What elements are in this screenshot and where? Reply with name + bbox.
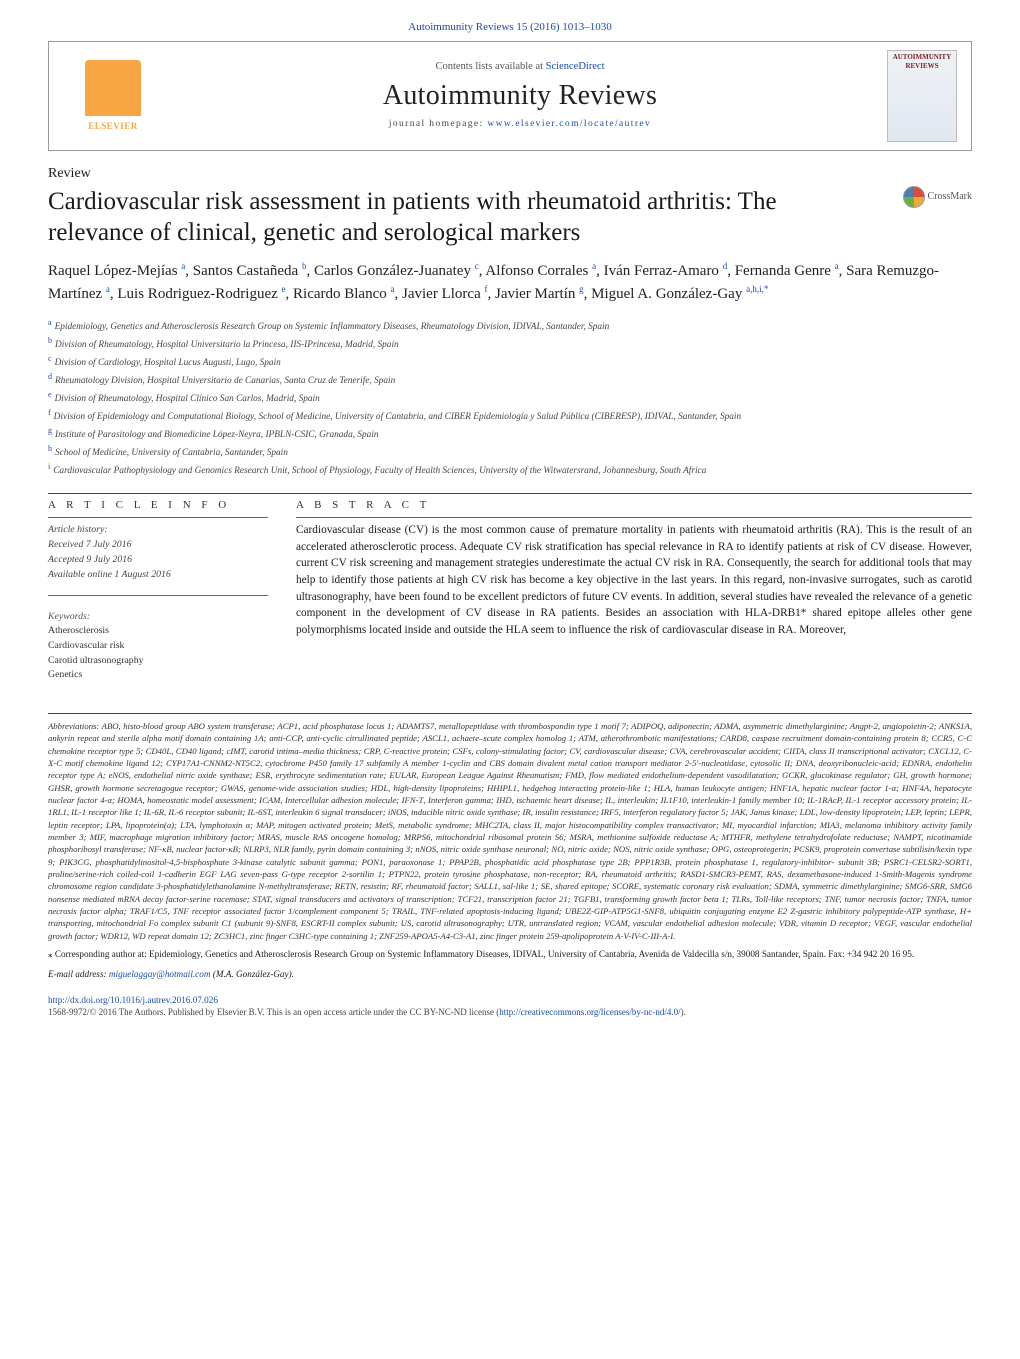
abbreviations-label: Abbreviations: xyxy=(48,721,102,731)
keyword: Cardiovascular risk xyxy=(48,639,268,654)
keywords-label: Keywords: xyxy=(48,610,268,625)
divider xyxy=(48,595,268,596)
divider xyxy=(48,713,972,714)
publisher-logo: ELSEVIER xyxy=(63,60,163,132)
author: Miguel A. González-Gay a,h,i,* xyxy=(591,286,768,302)
affiliation: eDivision of Rheumatology, Hospital Clín… xyxy=(48,389,972,407)
affiliation: cDivision of Cardiology, Hospital Lucus … xyxy=(48,353,972,371)
divider xyxy=(48,493,972,494)
cover-thumb-container: AUTOIMMUNITY REVIEWS xyxy=(877,50,957,142)
email-link[interactable]: miguelaggay@hotmail.com xyxy=(109,969,211,979)
doi-link[interactable]: http://dx.doi.org/10.1016/j.autrev.2016.… xyxy=(48,994,972,1006)
keyword: Atherosclerosis xyxy=(48,624,268,639)
author: Ricardo Blanco a xyxy=(293,286,394,302)
contents-prefix: Contents lists available at xyxy=(435,61,545,72)
email-label: E-mail address: xyxy=(48,969,109,979)
author-affil-sup: a,h,i,* xyxy=(746,284,768,294)
author: Raquel López-Mejías a xyxy=(48,263,185,279)
author: Luis Rodriguez-Rodriguez e xyxy=(117,286,285,302)
author-affil-sup: f xyxy=(484,284,487,294)
affiliation: gInstitute of Parasitology and Biomedici… xyxy=(48,425,972,443)
abstract-column: A B S T R A C T Cardiovascular disease (… xyxy=(296,498,972,683)
article-info-column: A R T I C L E I N F O Article history: R… xyxy=(48,498,268,683)
crossmark-badge[interactable]: CrossMark xyxy=(880,186,972,208)
author: Santos Castañeda b xyxy=(193,263,307,279)
author-affil-sup: g xyxy=(579,284,584,294)
history-label: Article history: xyxy=(48,522,268,537)
affiliation: aEpidemiology, Genetics and Atherosclero… xyxy=(48,317,972,335)
divider xyxy=(296,517,972,518)
article-info-heading: A R T I C L E I N F O xyxy=(48,498,268,513)
crossmark-label: CrossMark xyxy=(928,190,972,204)
homepage-prefix: journal homepage: xyxy=(389,119,488,129)
author-affil-sup: c xyxy=(475,261,479,271)
history-received: Received 7 July 2016 xyxy=(48,537,268,552)
keywords-block: Keywords: AtherosclerosisCardiovascular … xyxy=(48,610,268,683)
copyright-suffix: ). xyxy=(681,1007,686,1017)
history-accepted: Accepted 9 July 2016 xyxy=(48,552,268,567)
affiliation: dRheumatology Division, Hospital Univers… xyxy=(48,371,972,389)
abstract-body: Cardiovascular disease (CV) is the most … xyxy=(296,522,972,639)
sciencedirect-link[interactable]: ScienceDirect xyxy=(546,61,605,72)
abstract-heading: A B S T R A C T xyxy=(296,498,972,513)
contents-line: Contents lists available at ScienceDirec… xyxy=(163,60,877,74)
divider xyxy=(48,517,268,518)
journal-cover-icon: AUTOIMMUNITY REVIEWS xyxy=(887,50,957,142)
journal-homepage-link[interactable]: www.elsevier.com/locate/autrev xyxy=(487,119,651,129)
copyright-text: 1568-9972/© 2016 The Authors. Published … xyxy=(48,1007,499,1017)
author-affil-sup: a xyxy=(835,261,839,271)
author-affil-sup: a xyxy=(181,261,185,271)
journal-homepage-line: journal homepage: www.elsevier.com/locat… xyxy=(163,118,877,131)
history-online: Available online 1 August 2016 xyxy=(48,567,268,582)
email-line: E-mail address: miguelaggay@hotmail.com … xyxy=(48,968,972,982)
affiliation-list: aEpidemiology, Genetics and Atherosclero… xyxy=(48,317,972,479)
article-history: Article history: Received 7 July 2016 Ac… xyxy=(48,522,268,583)
journal-name: Autoimmunity Reviews xyxy=(163,77,877,115)
keyword: Carotid ultrasonography xyxy=(48,654,268,669)
author: Iván Ferraz-Amaro d xyxy=(604,263,728,279)
author: Javier Llorca f xyxy=(402,286,487,302)
author: Javier Martín g xyxy=(495,286,584,302)
affiliation: hSchool of Medicine, University of Canta… xyxy=(48,443,972,461)
crossmark-icon xyxy=(903,186,925,208)
author-affil-sup: a xyxy=(106,284,110,294)
journal-banner: ELSEVIER Contents lists available at Sci… xyxy=(48,41,972,151)
cover-label: AUTOIMMUNITY REVIEWS xyxy=(888,51,956,72)
keyword: Genetics xyxy=(48,668,268,683)
corresponding-author: ⁎ Corresponding author at: Epidemiology,… xyxy=(48,948,972,962)
copyright-line: 1568-9972/© 2016 The Authors. Published … xyxy=(48,1006,972,1018)
abbreviations-block: Abbreviations: ABO, histo-blood group AB… xyxy=(48,720,972,942)
elsevier-tree-icon xyxy=(85,60,141,116)
cc-license-link[interactable]: http://creativecommons.org/licenses/by-n… xyxy=(499,1007,680,1017)
keywords-list: AtherosclerosisCardiovascular riskCaroti… xyxy=(48,624,268,683)
paper-title: Cardiovascular risk assessment in patien… xyxy=(48,186,870,249)
author-affil-sup: d xyxy=(723,261,728,271)
author-list: Raquel López-Mejías a, Santos Castañeda … xyxy=(48,260,972,307)
author: Carlos González-Juanatey c xyxy=(314,263,479,279)
affiliation: iCardiovascular Pathophysiology and Geno… xyxy=(48,461,972,479)
publisher-name: ELSEVIER xyxy=(63,120,163,132)
abbreviations-text: ABO, histo-blood group ABO system transf… xyxy=(48,721,972,941)
journal-reference: Autoimmunity Reviews 15 (2016) 1013–1030 xyxy=(48,20,972,35)
author-affil-sup: a xyxy=(592,261,596,271)
document-type: Review xyxy=(48,165,972,184)
author-affil-sup: a xyxy=(391,284,395,294)
author: Fernanda Genre a xyxy=(735,263,839,279)
email-suffix: (M.A. González-Gay). xyxy=(211,969,294,979)
author: Alfonso Corrales a xyxy=(485,263,596,279)
author-affil-sup: b xyxy=(302,261,307,271)
affiliation: bDivision of Rheumatology, Hospital Univ… xyxy=(48,335,972,353)
author-affil-sup: e xyxy=(282,284,286,294)
affiliation: fDivision of Epidemiology and Computatio… xyxy=(48,407,972,425)
